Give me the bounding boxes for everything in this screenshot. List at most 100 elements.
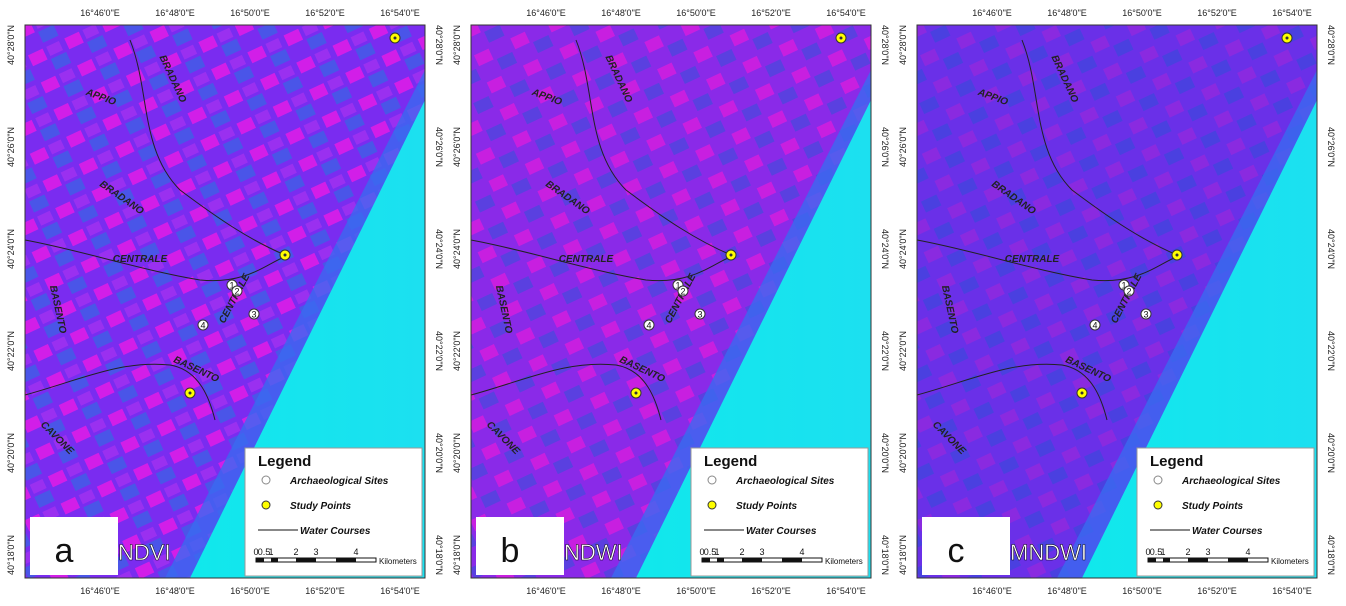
lat-tick: 40°26'0"N bbox=[880, 127, 890, 167]
lon-tick-top: 16°50'0"E bbox=[230, 8, 270, 18]
letter-box bbox=[922, 517, 1010, 575]
legend-item: Water Courses bbox=[746, 526, 817, 537]
lat-tick: 40°18'0"N bbox=[880, 535, 890, 575]
scale-seg bbox=[782, 558, 802, 562]
lat-tick: 40°28'0"N bbox=[1326, 25, 1336, 65]
lat-tick-left: 40°20'0"N bbox=[898, 433, 908, 473]
panel-letter: b bbox=[501, 532, 520, 570]
lat-tick: 40°26'0"N bbox=[1326, 127, 1336, 167]
scale-label: 2 bbox=[739, 547, 744, 557]
legend-title: Legend bbox=[704, 453, 757, 470]
scale-seg bbox=[742, 558, 762, 562]
lon-tick-top: 16°52'0"E bbox=[751, 8, 791, 18]
lon-tick-top: 16°48'0"E bbox=[601, 8, 641, 18]
lon-tick-top: 16°50'0"E bbox=[1122, 8, 1162, 18]
study-point-dot bbox=[1081, 392, 1084, 395]
site-number: 3 bbox=[251, 310, 256, 320]
site-number: 2 bbox=[1126, 287, 1131, 297]
lon-tick-top: 16°46'0"E bbox=[972, 8, 1012, 18]
lon-tick-bottom: 16°48'0"E bbox=[155, 586, 195, 596]
lat-tick-left: 40°28'0"N bbox=[6, 25, 16, 65]
legend-study bbox=[1154, 501, 1162, 509]
lon-tick-bottom: 16°50'0"E bbox=[676, 586, 716, 596]
lon-tick-bottom: 16°50'0"E bbox=[1122, 586, 1162, 596]
site-number: 3 bbox=[1143, 310, 1148, 320]
site-number: 4 bbox=[646, 321, 651, 331]
scale-label: 4 bbox=[353, 547, 358, 557]
lat-tick: 40°22'0"N bbox=[1326, 331, 1336, 371]
lon-tick-bottom: 16°46'0"E bbox=[80, 586, 120, 596]
legend-item: Study Points bbox=[736, 501, 798, 512]
study-point-dot bbox=[1176, 254, 1179, 257]
lat-tick: 40°22'0"N bbox=[880, 331, 890, 371]
scale-seg bbox=[717, 558, 724, 562]
scale-unit: Kilometers bbox=[1271, 557, 1309, 566]
lon-tick-top: 16°48'0"E bbox=[1047, 8, 1087, 18]
lat-tick-left: 40°28'0"N bbox=[452, 25, 462, 65]
lat-tick-left: 40°20'0"N bbox=[452, 433, 462, 473]
legend-item: Archaeological Sites bbox=[735, 476, 835, 487]
legend-site bbox=[1154, 476, 1162, 484]
scale-seg bbox=[336, 558, 356, 562]
lon-tick-top: 16°52'0"E bbox=[1197, 8, 1237, 18]
lon-tick-bottom: 16°52'0"E bbox=[1197, 586, 1237, 596]
legend-site bbox=[262, 476, 270, 484]
letter-box bbox=[476, 517, 564, 575]
scale-label: 3 bbox=[313, 547, 318, 557]
panel-letter: c bbox=[948, 532, 965, 570]
panel-letter: a bbox=[55, 532, 74, 570]
legend-study bbox=[262, 501, 270, 509]
lat-tick-left: 40°22'0"N bbox=[898, 331, 908, 371]
lat-tick: 40°22'0"N bbox=[434, 331, 444, 371]
legend-item: Study Points bbox=[1182, 501, 1244, 512]
lat-tick-left: 40°20'0"N bbox=[6, 433, 16, 473]
study-point-dot bbox=[189, 392, 192, 395]
lat-tick: 40°18'0"N bbox=[434, 535, 444, 575]
lon-tick-top: 16°54'0"E bbox=[1272, 8, 1312, 18]
scale-seg bbox=[271, 558, 278, 562]
scale-seg bbox=[1188, 558, 1208, 562]
site-number: 2 bbox=[234, 287, 239, 297]
site-number: 2 bbox=[680, 287, 685, 297]
scale-label: 1 bbox=[1160, 547, 1165, 557]
index-name: MNDWI bbox=[1010, 540, 1087, 565]
scale-seg bbox=[1163, 558, 1170, 562]
lon-tick-bottom: 16°54'0"E bbox=[826, 586, 866, 596]
lat-tick: 40°26'0"N bbox=[434, 127, 444, 167]
scale-label: 2 bbox=[1185, 547, 1190, 557]
scale-seg bbox=[702, 558, 710, 562]
index-name: NDVI bbox=[118, 540, 171, 565]
study-point-dot bbox=[394, 37, 397, 40]
lat-tick-left: 40°26'0"N bbox=[898, 127, 908, 167]
lat-tick-left: 40°18'0"N bbox=[452, 535, 462, 575]
lat-tick: 40°20'0"N bbox=[434, 433, 444, 473]
study-point-dot bbox=[730, 254, 733, 257]
lat-tick: 40°20'0"N bbox=[880, 433, 890, 473]
scale-label: 2 bbox=[293, 547, 298, 557]
scale-seg bbox=[1228, 558, 1248, 562]
study-point-dot bbox=[1286, 37, 1289, 40]
letter-box bbox=[30, 517, 118, 575]
lon-tick-bottom: 16°46'0"E bbox=[526, 586, 566, 596]
lon-tick-top: 16°48'0"E bbox=[155, 8, 195, 18]
lon-tick-bottom: 16°54'0"E bbox=[380, 586, 420, 596]
legend-item: Archaeological Sites bbox=[289, 476, 389, 487]
lon-tick-top: 16°46'0"E bbox=[526, 8, 566, 18]
lat-tick-left: 40°18'0"N bbox=[6, 535, 16, 575]
legend-title: Legend bbox=[1150, 453, 1203, 470]
place-name: CENTRALE bbox=[559, 254, 614, 265]
lon-tick-bottom: 16°50'0"E bbox=[230, 586, 270, 596]
lon-tick-bottom: 16°52'0"E bbox=[305, 586, 345, 596]
lon-tick-top: 16°54'0"E bbox=[380, 8, 420, 18]
lon-tick-bottom: 16°48'0"E bbox=[601, 586, 641, 596]
scale-label: 4 bbox=[799, 547, 804, 557]
legend-item: Water Courses bbox=[300, 526, 371, 537]
scale-seg bbox=[256, 558, 264, 562]
lat-tick-left: 40°24'0"N bbox=[6, 229, 16, 269]
lat-tick-left: 40°22'0"N bbox=[6, 331, 16, 371]
legend-site bbox=[708, 476, 716, 484]
scale-unit: Kilometers bbox=[379, 557, 417, 566]
figure: BRADANOAPPIOBRADANOCENTRALEBASENTOCENTRA… bbox=[0, 0, 1346, 601]
lat-tick-left: 40°24'0"N bbox=[898, 229, 908, 269]
